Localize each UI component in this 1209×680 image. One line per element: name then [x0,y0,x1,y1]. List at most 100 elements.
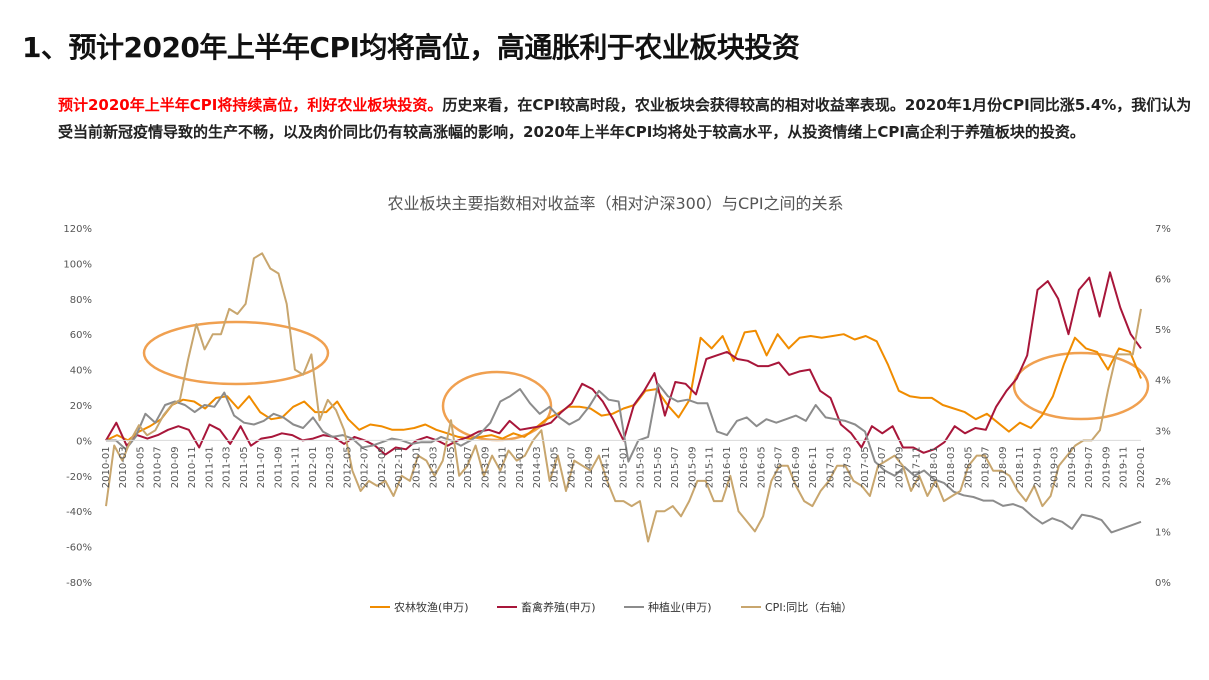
x-tick-label: 2014-03 [532,446,543,488]
highlight-ellipse-0 [142,320,330,386]
x-tick-label: 2010-01 [101,446,112,488]
x-tick-label: 2019-09 [1102,446,1113,488]
y-right-tick-label: 2% [1155,477,1171,488]
series-layer [105,252,1142,543]
x-tick-label: 2011-07 [256,446,267,488]
legend-label-3: CPI:同比（右轴） [765,600,852,614]
x-tick-label: 2017-07 [877,446,888,488]
intro-body: 历史来看，在CPI较高时段，农业板块会获得较高的相对收益率表现。2020年1月份… [58,96,1192,141]
x-tick-label: 2012-05 [343,446,354,488]
x-tick-label: 2013-11 [498,446,509,488]
y-right-tick-label: 7% [1155,224,1171,235]
x-tick-label: 2012-09 [377,446,388,488]
y-left-tick-label: 20% [70,401,92,412]
x-tick-label: 2012-07 [360,446,371,488]
series-line-3 [105,252,1142,543]
y-left-tick-label: 0% [76,436,92,447]
x-tick-label: 2018-07 [981,446,992,488]
x-tick-label: 2014-07 [567,446,578,488]
x-tick-label: 2013-03 [429,446,440,488]
intro-paragraph: 预计2020年上半年CPI将持续高位，利好农业板块投资。历史来看，在CPI较高时… [58,92,1198,146]
x-tick-label: 2014-11 [601,446,612,488]
x-tick-label: 2020-01 [1136,446,1147,488]
x-tick-label: 2015-01 [619,446,630,488]
y-right-tick-label: 0% [1155,578,1171,589]
x-tick-label: 2013-05 [446,446,457,488]
y-left-tick-label: 40% [70,366,92,377]
x-tick-label: 2016-09 [791,446,802,488]
axis-layer: 120% 100% 80% 60% 40% 20% 0% -20% -40% -60% -80% 7%… [63,224,1170,589]
x-tick-label: 2013-07 [463,446,474,488]
y-left-tick-label: 80% [70,295,92,306]
x-tick-label: 2018-11 [1015,446,1026,488]
x-tick-label: 2017-03 [843,446,854,488]
x-tick-label: 2019-01 [1033,446,1044,488]
legend-label-0: 农林牧渔(申万) [394,600,469,614]
x-tick-label: 2011-03 [222,446,233,488]
x-tick-label: 2019-03 [1050,446,1061,488]
x-tick-label: 2017-09 [895,446,906,488]
x-tick-label: 2011-09 [274,446,285,488]
x-tick-label: 2011-01 [205,446,216,488]
y-right-tick-label: 4% [1155,376,1171,387]
x-tick-label: 2016-11 [808,446,819,488]
x-tick-label: 2011-11 [291,446,302,488]
x-tick-label: 2019-11 [1119,446,1130,488]
x-tick-label: 2010-03 [118,446,129,488]
x-tick-label: 2017-05 [860,446,871,488]
x-tick-label: 2011-05 [239,446,250,488]
x-tick-label: 2018-03 [946,446,957,488]
y-left-tick-label: 120% [63,224,92,235]
y-left-tick-label: -40% [66,507,92,518]
highlight-ellipse-1 [441,370,553,442]
legend-label-2: 种植业(申万) [648,600,712,614]
x-tick-label: 2013-09 [481,446,492,488]
y-right-tick-label: 3% [1155,426,1171,437]
x-tick-label: 2015-07 [670,446,681,488]
legend-label-1: 畜禽养殖(申万) [521,600,596,614]
x-tick-label: 2018-09 [998,446,1009,488]
x-tick-label: 2015-03 [636,446,647,488]
x-tick-label: 2019-07 [1084,446,1095,488]
x-tick-label: 2018-05 [964,446,975,488]
x-tick-label: 2015-11 [705,446,716,488]
x-tick-label: 2017-01 [826,446,837,488]
highlight-ellipse-2 [1012,351,1150,421]
y-left-tick-label: -60% [66,543,92,554]
y-left-tick-label: 100% [63,259,92,270]
page-title: 1、预计2020年上半年CPI均将高位，高通胀利于农业板块投资 [22,31,800,64]
y-left-tick-label: -80% [66,578,92,589]
y-right-tick-label: 5% [1155,325,1171,336]
x-tick-label: 2016-07 [774,446,785,488]
x-tick-label: 2010-09 [170,446,181,488]
x-tick-label: 2014-09 [584,446,595,488]
x-tick-label: 2019-05 [1067,446,1078,488]
x-tick-label: 2016-01 [722,446,733,488]
y-right-tick-label: 6% [1155,275,1171,286]
y-right-tick-label: 1% [1155,527,1171,538]
x-tick-label: 2015-09 [688,446,699,488]
x-tick-label: 2010-11 [187,446,198,488]
x-tick-label: 2018-01 [929,446,940,488]
y-left-tick-label: 60% [70,330,92,341]
x-tick-label: 2012-01 [308,446,319,488]
series-line-2 [106,382,1142,534]
highlight-layer [142,320,1150,442]
x-tick-label: 2010-05 [136,446,147,488]
x-tick-label: 2014-05 [550,446,561,488]
relative-return-cpi-chart: 120% 100% 80% 60% 40% 20% 0% -20% -40% -60% -80% 7%… [63,224,1170,614]
x-tick-label: 2016-05 [757,446,768,488]
y-left-tick-label: -20% [66,472,92,483]
series-line-0 [105,329,1142,442]
chart-title: 农业板块主要指数相对收益率（相对沪深300）与CPI之间的关系 [387,194,844,213]
x-tick-label: 2012-03 [325,446,336,488]
x-tick-label: 2017-11 [912,446,923,488]
x-tick-label: 2015-05 [653,446,664,488]
legend-layer: 农林牧渔(申万) 畜禽养殖(申万) 种植业(申万) CPI:同比（右轴） [370,600,852,614]
x-tick-label: 2010-07 [153,446,164,488]
intro-highlight: 预计2020年上半年CPI将持续高位，利好农业板块投资。 [58,96,443,114]
x-tick-label: 2013-01 [412,446,423,488]
x-tick-label: 2012-11 [394,446,405,488]
x-tick-label: 2016-03 [739,446,750,488]
x-tick-label: 2014-01 [515,446,526,488]
